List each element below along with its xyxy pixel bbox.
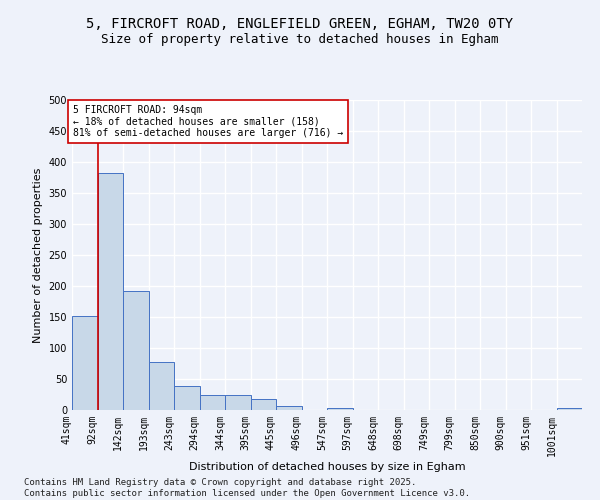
Bar: [123, 291, 149, 410]
Bar: [276, 406, 302, 410]
Text: Size of property relative to detached houses in Egham: Size of property relative to detached ho…: [101, 32, 499, 46]
Text: 5 FIRCROFT ROAD: 94sqm
← 18% of detached houses are smaller (158)
81% of semi-de: 5 FIRCROFT ROAD: 94sqm ← 18% of detached…: [73, 105, 344, 138]
Bar: [327, 408, 353, 410]
Bar: [149, 362, 174, 410]
Bar: [97, 172, 123, 410]
Bar: [225, 394, 251, 410]
Bar: [72, 316, 97, 410]
Bar: [199, 394, 225, 410]
X-axis label: Distribution of detached houses by size in Egham: Distribution of detached houses by size …: [188, 462, 466, 471]
Bar: [174, 386, 199, 410]
Y-axis label: Number of detached properties: Number of detached properties: [33, 168, 43, 342]
Bar: [557, 408, 582, 410]
Text: 5, FIRCROFT ROAD, ENGLEFIELD GREEN, EGHAM, TW20 0TY: 5, FIRCROFT ROAD, ENGLEFIELD GREEN, EGHA…: [86, 18, 514, 32]
Bar: [251, 400, 276, 410]
Text: Contains HM Land Registry data © Crown copyright and database right 2025.
Contai: Contains HM Land Registry data © Crown c…: [24, 478, 470, 498]
